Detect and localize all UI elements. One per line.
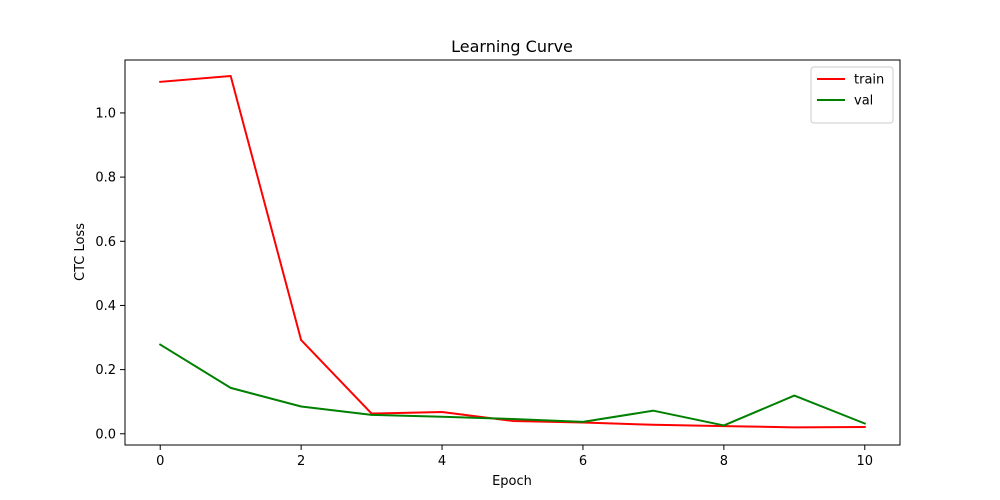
series-line-val (158, 343, 867, 427)
chart-title: Learning Curve (451, 37, 573, 56)
y-tick-label: 0.8 (95, 171, 116, 186)
y-tick-label: 0.2 (95, 363, 116, 378)
legend: train val (810, 66, 894, 124)
axes-layer: 0 2 4 6 8 10 0.0 0.2 0.4 0.6 0.8 1.0 (95, 59, 901, 469)
legend-box (810, 66, 894, 124)
y-tick-label: 0.0 (95, 427, 116, 442)
x-tick-label: 0 (156, 454, 164, 469)
x-tick-label: 10 (856, 454, 873, 469)
series-line-train (159, 75, 866, 429)
x-axis-title: Epoch (492, 474, 532, 489)
x-tick-label: 2 (297, 454, 305, 469)
y-tick-label: 0.6 (95, 235, 116, 250)
x-tick-label: 8 (720, 454, 728, 469)
y-tick-label: 0.4 (95, 299, 116, 314)
legend-label-val: val (854, 94, 873, 109)
x-tick-label: 6 (579, 454, 587, 469)
series-layer (158, 75, 867, 429)
y-axis-title: CTC Loss (73, 223, 88, 281)
y-tick-label: 1.0 (95, 106, 116, 121)
x-tick-label: 4 (438, 454, 446, 469)
legend-label-train: train (854, 73, 884, 88)
plot-frame (124, 59, 901, 446)
